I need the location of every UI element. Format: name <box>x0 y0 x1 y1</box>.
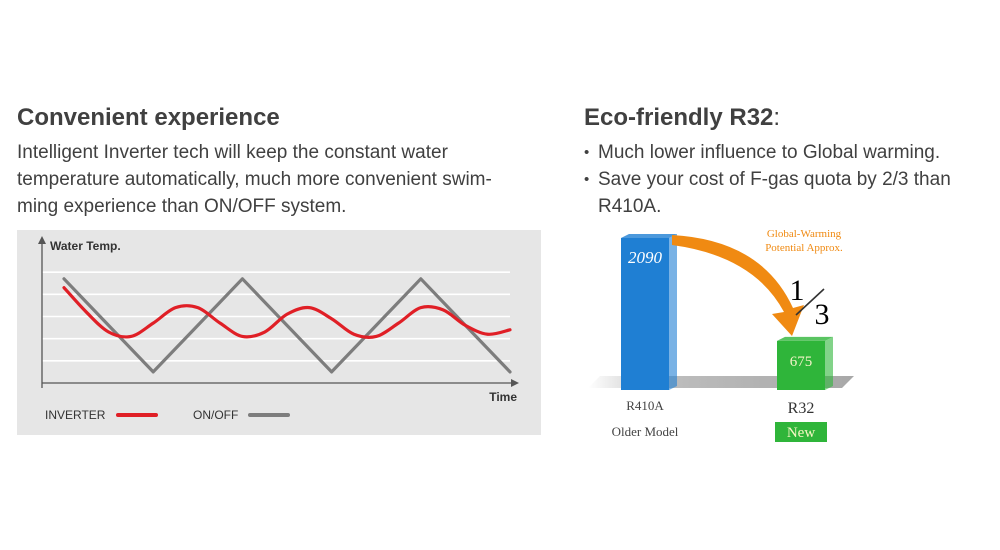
benefit-line: R410A. <box>598 196 662 217</box>
temperature-line-chart: Water Temp. Time INVERTER ON/OFF <box>17 230 541 435</box>
benefit-item: Much lower influence to Global warming. <box>584 139 951 166</box>
series-line-inverter <box>62 286 512 339</box>
right-heading-colon: : <box>773 104 781 131</box>
series-group <box>62 277 512 374</box>
paragraph-line: ming experience than ON/OFF system. <box>17 196 347 217</box>
fraction-numerator: 1 <box>790 274 805 307</box>
reduction-arrow <box>672 235 804 336</box>
chart-title: Potential Approx. <box>765 242 843 254</box>
y-axis-label: Water Temp. <box>50 239 121 253</box>
category-label: R32 <box>788 400 815 417</box>
right-heading: Eco-friendly R32: <box>584 104 780 132</box>
category-sublabel: Older Model <box>612 424 679 439</box>
legend-label: INVERTER <box>45 408 106 422</box>
series-line-onoff <box>62 277 512 374</box>
bar-top <box>777 336 833 341</box>
paragraph-line: Intelligent Inverter tech will keep the … <box>17 142 448 163</box>
category-labels: R410A Older Model R32 New <box>612 398 827 442</box>
category-sublabel: New <box>787 425 815 441</box>
bars-group: 2090 675 <box>621 234 833 390</box>
legend-label: ON/OFF <box>193 408 238 422</box>
benefit-item: Save your cost of F-gas quota by 2/3 tha… <box>584 166 951 220</box>
left-paragraph: Intelligent Inverter tech will keep the … <box>17 139 492 220</box>
benefit-line: Save your cost of F-gas quota by 2/3 tha… <box>598 169 951 190</box>
bar-side <box>669 234 677 390</box>
left-heading: Convenient experience <box>17 104 280 131</box>
right-heading-text: Eco-friendly R32 <box>584 104 774 131</box>
bar-r410a <box>621 238 669 390</box>
y-axis-arrow <box>38 236 46 244</box>
bar-value-label: 675 <box>790 354 813 370</box>
bar-value-label: 2090 <box>628 248 663 267</box>
bar-r32 <box>777 340 825 390</box>
chart-title: Global-Warming <box>767 228 842 240</box>
new-badge <box>775 422 827 442</box>
chart-background <box>17 230 541 435</box>
benefit-list: Much lower influence to Global warming. … <box>584 139 951 220</box>
fraction-denominator: 3 <box>815 298 830 331</box>
paragraph-line: temperature automatically, much more con… <box>17 169 492 190</box>
bar-top <box>621 234 677 238</box>
bar-side <box>825 336 833 390</box>
fraction-bar <box>795 288 825 316</box>
x-axis-label: Time <box>489 390 517 404</box>
gwp-bar-chart: 2090 675 Global-Warming Potential Approx.… <box>588 228 854 442</box>
category-label: R410A <box>626 398 664 413</box>
x-axis-arrow <box>511 379 519 387</box>
benefit-line: Much lower influence to Global warming. <box>598 142 941 163</box>
